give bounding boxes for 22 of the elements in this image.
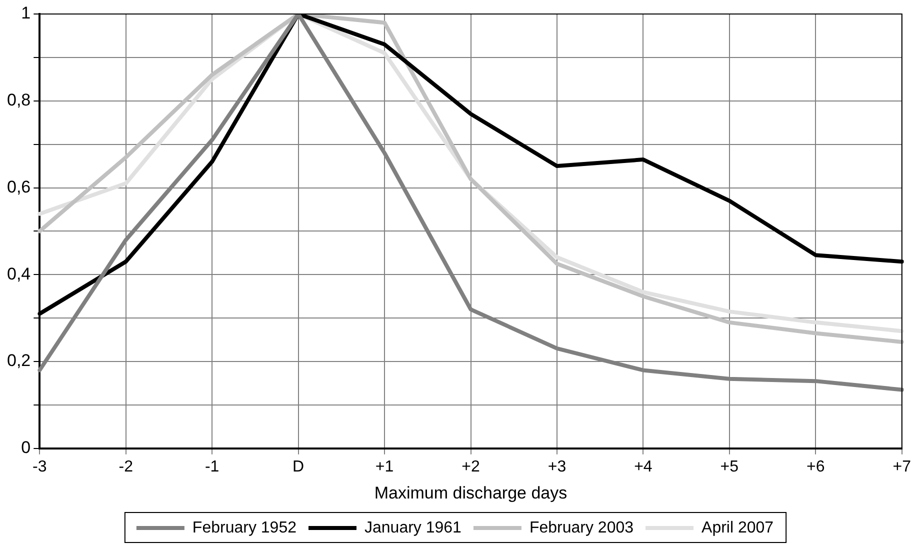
x-tick-label: +5 xyxy=(720,458,739,476)
y-tick-label: 0 xyxy=(21,438,31,458)
x-tick-label: +6 xyxy=(806,458,825,476)
y-tick-label: 0,8 xyxy=(6,90,31,110)
x-tick-label: -1 xyxy=(204,458,220,476)
x-tick-label: +3 xyxy=(548,458,566,476)
x-axis-title: Maximum discharge days xyxy=(374,483,568,502)
legend-label: April 2007 xyxy=(702,519,774,536)
x-tick-label: D xyxy=(292,458,304,476)
y-tick-label: 1 xyxy=(21,4,31,23)
x-tick-label: -3 xyxy=(32,458,47,476)
legend-label: January 1961 xyxy=(364,519,462,536)
y-tick-label: 0,4 xyxy=(6,264,31,284)
legend-label: February 1952 xyxy=(192,519,297,536)
x-tick-label: +1 xyxy=(375,458,394,476)
x-tick-label: +7 xyxy=(892,458,912,476)
y-tick-label: 0,6 xyxy=(6,177,31,196)
y-tick-label: 0,2 xyxy=(6,351,31,370)
legend-label: February 2003 xyxy=(529,519,634,536)
x-tick-label: -2 xyxy=(118,458,134,476)
x-tick-label: +4 xyxy=(634,458,652,476)
x-tick-label: +2 xyxy=(462,458,480,476)
